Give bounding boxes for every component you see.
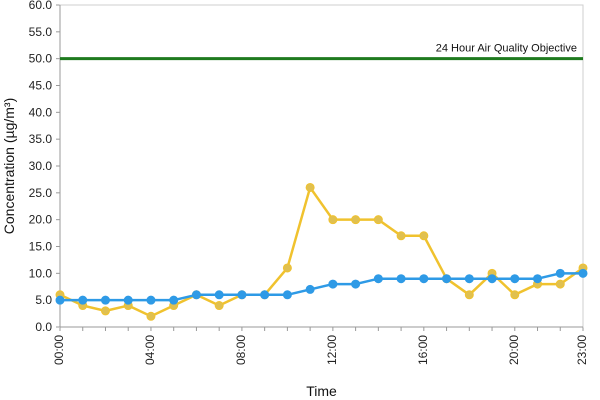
data-point bbox=[464, 274, 474, 284]
x-tick-label: 08:00 bbox=[234, 335, 248, 365]
data-point bbox=[100, 306, 110, 316]
data-point bbox=[260, 290, 270, 300]
data-point bbox=[351, 215, 361, 225]
data-point bbox=[419, 274, 429, 284]
series-line bbox=[59, 186, 584, 318]
series-layer bbox=[55, 182, 588, 321]
data-point bbox=[373, 215, 383, 225]
data-point bbox=[351, 279, 361, 289]
data-point bbox=[533, 274, 543, 284]
data-point bbox=[373, 274, 383, 284]
y-tick-label: 40.0 bbox=[29, 105, 53, 119]
data-point bbox=[510, 274, 520, 284]
data-point bbox=[464, 290, 474, 300]
data-point bbox=[282, 263, 292, 273]
y-tick-label: 30.0 bbox=[29, 159, 53, 173]
x-tick-label: 23:00 bbox=[575, 335, 589, 365]
data-point bbox=[169, 295, 179, 305]
data-point bbox=[442, 274, 452, 284]
data-point bbox=[282, 290, 292, 300]
y-tick-label: 50.0 bbox=[29, 52, 53, 66]
x-tick-label: 00:00 bbox=[52, 335, 66, 365]
data-point bbox=[191, 290, 201, 300]
y-tick-label: 60.0 bbox=[29, 0, 53, 12]
y-tick-label: 20.0 bbox=[29, 213, 53, 227]
data-point bbox=[419, 231, 429, 241]
y-axis-ticks: 0.0 5.0 10.0 15.0 20.0 25.0 30.0 35.0 40.0 45.0 50… bbox=[29, 0, 60, 334]
y-tick-label: 45.0 bbox=[29, 79, 53, 93]
data-point bbox=[396, 231, 406, 241]
x-axis-title: Time bbox=[306, 383, 337, 399]
x-tick-label: 16:00 bbox=[416, 335, 430, 365]
x-tick-label: 20:00 bbox=[507, 335, 521, 365]
y-tick-label: 10.0 bbox=[29, 266, 53, 280]
data-point bbox=[55, 295, 65, 305]
data-point bbox=[328, 215, 338, 225]
data-point bbox=[123, 295, 133, 305]
series-2 bbox=[55, 268, 588, 305]
data-point bbox=[578, 268, 588, 278]
y-tick-label: 15.0 bbox=[29, 240, 53, 254]
data-point bbox=[396, 274, 406, 284]
data-point bbox=[146, 311, 156, 321]
y-axis-title: Concentration (µg/m³) bbox=[1, 98, 17, 234]
data-point bbox=[555, 279, 565, 289]
data-point bbox=[237, 290, 247, 300]
data-point bbox=[510, 290, 520, 300]
x-tick-label: 04:00 bbox=[143, 335, 157, 365]
y-tick-label: 35.0 bbox=[29, 132, 53, 146]
data-point bbox=[214, 290, 224, 300]
data-point bbox=[487, 274, 497, 284]
y-tick-label: 55.0 bbox=[29, 25, 53, 39]
air-quality-objective-label: 24 Hour Air Quality Objective bbox=[436, 43, 577, 55]
data-point bbox=[100, 295, 110, 305]
data-point bbox=[328, 279, 338, 289]
data-point bbox=[214, 301, 224, 311]
x-tick-label: 12:00 bbox=[325, 335, 339, 365]
data-point bbox=[555, 268, 565, 278]
y-tick-label: 0.0 bbox=[35, 320, 52, 334]
data-point bbox=[78, 295, 88, 305]
data-point bbox=[146, 295, 156, 305]
y-tick-label: 5.0 bbox=[35, 293, 52, 307]
y-tick-label: 25.0 bbox=[29, 186, 53, 200]
x-axis-ticks: 00:00 04:00 08:00 12:00 16:00 20:00 23:00 bbox=[52, 327, 589, 365]
data-point bbox=[305, 182, 315, 192]
data-point bbox=[305, 284, 315, 294]
